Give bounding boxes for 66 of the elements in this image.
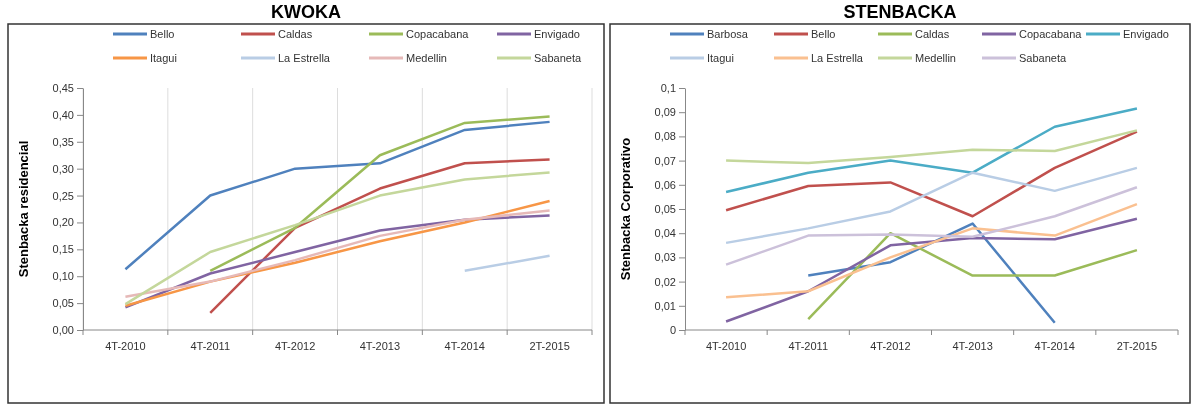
legend-label: Caldas [278, 28, 313, 40]
y-tick-label: 0,04 [654, 227, 676, 240]
line-series [724, 107, 1139, 194]
y-tick-label: 0,10 [52, 270, 74, 283]
y-tick-label: 0,30 [52, 162, 74, 175]
legend-label: La Estrella [278, 52, 331, 64]
legend-label: Barbosa [707, 28, 749, 40]
y-tick-label: 0,03 [654, 251, 676, 264]
legend-label: Caldas [915, 28, 950, 40]
x-tick-label: 4T-2014 [1034, 340, 1075, 352]
line-series [124, 171, 551, 306]
y-tick-label: 0,07 [654, 154, 676, 167]
line-series [724, 130, 1139, 218]
line-series [724, 129, 1139, 165]
legend-label: Itagui [707, 52, 734, 64]
y-tick-label: 0 [669, 324, 676, 337]
y-tick-label: 0,35 [52, 135, 74, 148]
y-axis-title: Stenbacka Corporativo [618, 137, 633, 281]
legend-label: La Estrella [811, 52, 864, 64]
legend-label: Bello [150, 28, 175, 40]
x-tick-label: 4T-2011 [788, 340, 829, 352]
y-tick-label: 0,06 [654, 178, 676, 191]
chart-title: STENBACKA [843, 2, 957, 22]
legend-label: Sabaneta [534, 52, 582, 64]
legend-label: Itagui [150, 52, 177, 64]
x-tick-label: 4T-2013 [952, 340, 993, 352]
y-tick-label: 0,25 [52, 189, 74, 202]
line-series [209, 115, 551, 273]
legend-label: Copacabana [406, 28, 470, 40]
x-tick-label: 4T-2012 [274, 340, 316, 352]
x-tick-label: 2T-2015 [529, 340, 570, 352]
legend-label: Envigado [534, 28, 580, 40]
y-tick-label: 0,09 [654, 106, 676, 119]
line-series [124, 209, 551, 298]
x-tick-label: 2T-2015 [1116, 340, 1158, 352]
legend-label: Bello [811, 28, 836, 40]
x-tick-label: 4T-2014 [444, 340, 485, 352]
line-series [724, 166, 1139, 245]
line-series [724, 202, 1139, 299]
x-tick-label: 4T-2011 [190, 340, 231, 352]
y-tick-label: 0,15 [52, 243, 74, 256]
y-axis-title: Stenbacka residencial [16, 140, 31, 278]
x-tick-label: 4T-2013 [359, 340, 401, 352]
y-tick-label: 0,20 [52, 216, 74, 229]
x-tick-label: 4T-2010 [105, 340, 146, 352]
legend-label: Copacabana [1019, 28, 1083, 40]
x-tick-label: 4T-2010 [705, 340, 747, 352]
legend-label: Medellin [915, 52, 956, 64]
y-tick-label: 0,05 [654, 203, 676, 216]
legend-label: Envigado [1123, 28, 1169, 40]
line-series [807, 231, 1139, 321]
y-tick-label: 0,00 [52, 324, 74, 337]
line-series [724, 217, 1139, 323]
y-tick-label: 0,02 [654, 275, 676, 288]
line-series [724, 185, 1139, 266]
x-tick-label: 4T-2012 [870, 340, 911, 352]
chart-title: KWOKA [271, 2, 341, 22]
y-tick-label: 0,05 [52, 297, 74, 310]
line-series [124, 120, 551, 271]
y-tick-label: 0,1 [660, 82, 676, 95]
y-tick-label: 0,45 [52, 82, 74, 95]
legend-label: Medellin [406, 52, 447, 64]
y-tick-label: 0,01 [654, 299, 676, 312]
y-tick-label: 0,40 [52, 108, 74, 121]
y-tick-label: 0,08 [654, 130, 676, 143]
legend-label: Sabaneta [1019, 52, 1067, 64]
